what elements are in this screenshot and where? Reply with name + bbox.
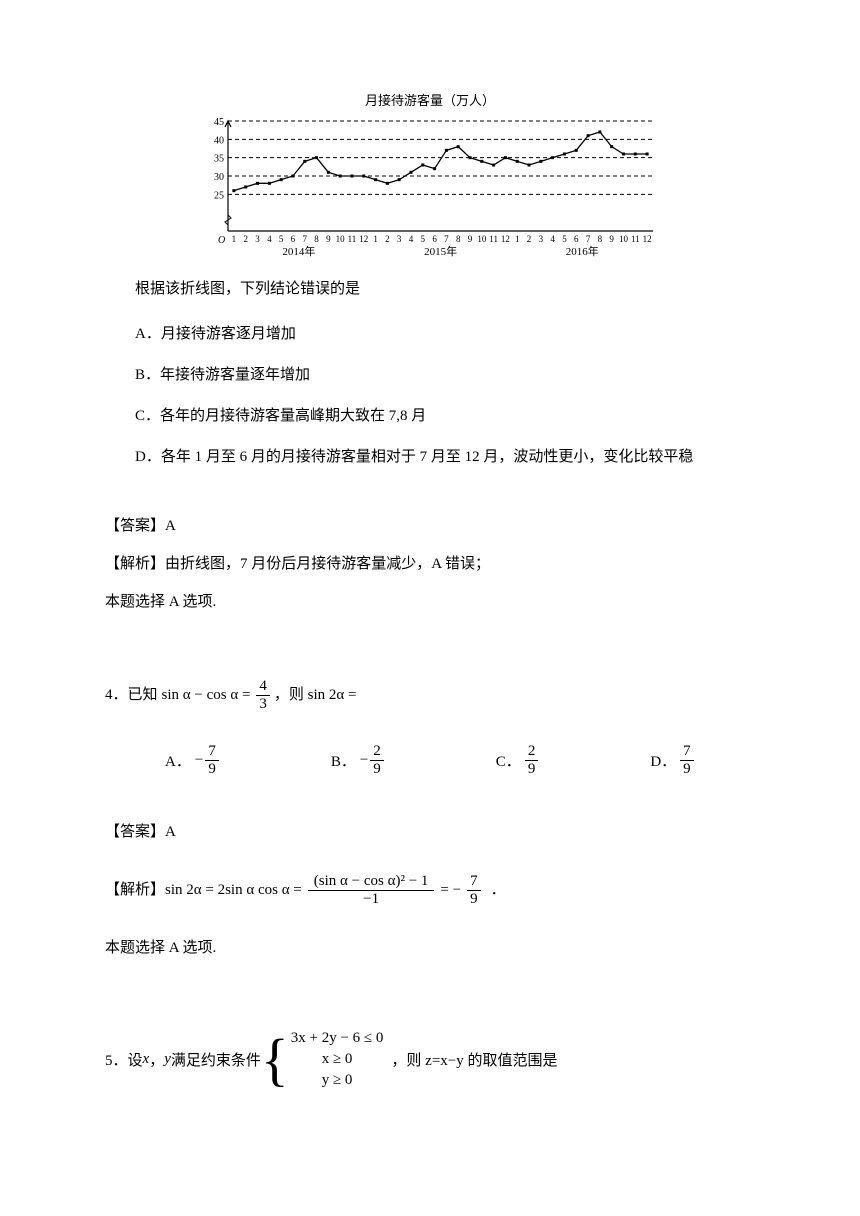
- svg-text:7: 7: [586, 234, 591, 244]
- q3-option-a: A．月接待游客逐月增加: [135, 321, 755, 348]
- svg-text:8: 8: [456, 234, 461, 244]
- svg-text:5: 5: [562, 234, 567, 244]
- svg-text:2016年: 2016年: [566, 244, 599, 258]
- chart-title: 月接待游客量（万人）: [195, 90, 665, 109]
- left-brace-icon: {: [261, 1031, 289, 1089]
- svg-text:6: 6: [291, 234, 296, 244]
- svg-text:10: 10: [477, 234, 487, 244]
- svg-text:7: 7: [302, 234, 307, 244]
- svg-text:2: 2: [385, 234, 390, 244]
- svg-text:8: 8: [314, 234, 319, 244]
- svg-text:11: 11: [489, 234, 498, 244]
- svg-text:4: 4: [550, 234, 555, 244]
- q4-block: 4． 已知 sin α − cos α = 4 3 ，则 sin 2α = A．…: [105, 677, 755, 963]
- q5-suffix: ，则 z=x−y 的取值范围是: [391, 1049, 557, 1070]
- svg-text:45: 45: [214, 117, 224, 128]
- q4-option-a: A． − 79: [165, 743, 221, 777]
- q4-answer-block: 【答案】A 【解析】 sin 2α = 2sin α cos α = (sin …: [105, 817, 755, 963]
- svg-text:2: 2: [527, 234, 532, 244]
- svg-text:12: 12: [643, 234, 652, 244]
- svg-text:2015年: 2015年: [424, 244, 457, 258]
- svg-text:35: 35: [214, 154, 224, 165]
- q4-option-d: D． 79: [650, 743, 695, 777]
- q3-option-d: D．各年 1 月至 6 月的月接待游客量相对于 7 月至 12 月，波动性更小，…: [135, 444, 755, 471]
- svg-text:3: 3: [255, 234, 260, 244]
- q4-eq-lhs: sin α − cos α =: [162, 677, 251, 713]
- q4-stem: 4． 已知 sin α − cos α = 4 3 ，则 sin 2α =: [105, 677, 357, 713]
- svg-text:40: 40: [214, 135, 224, 146]
- svg-text:12: 12: [501, 234, 510, 244]
- q4-suffix: ，则 sin 2α =: [274, 677, 357, 713]
- q3-prompt: 根据该折线图，下列结论错误的是: [135, 276, 755, 303]
- svg-text:2014年: 2014年: [282, 244, 315, 258]
- svg-text:11: 11: [348, 234, 357, 244]
- svg-text:1: 1: [515, 234, 520, 244]
- svg-text:6: 6: [432, 234, 437, 244]
- svg-text:3: 3: [397, 234, 402, 244]
- svg-text:25: 25: [214, 190, 224, 201]
- svg-text:5: 5: [421, 234, 426, 244]
- q4-answer: 【答案】A: [105, 817, 755, 847]
- svg-text:12: 12: [359, 234, 368, 244]
- svg-text:10: 10: [336, 234, 346, 244]
- svg-text:9: 9: [468, 234, 473, 244]
- svg-text:5: 5: [279, 234, 284, 244]
- q5-stem: 5． 设 x ， y 满足约束条件 { 3x + 2y − 6 ≤ 0 x ≥ …: [105, 1028, 557, 1091]
- q4-analysis: 【解析】 sin 2α = 2sin α cos α = (sin α − co…: [105, 873, 506, 907]
- svg-text:O: O: [218, 235, 225, 246]
- svg-text:4: 4: [267, 234, 272, 244]
- q4-eq-frac: 4 3: [256, 678, 270, 712]
- q3-option-b: B．年接待游客量逐年增加: [135, 362, 755, 389]
- q4-prefix: 已知: [128, 677, 158, 713]
- line-chart: 2530354045O12345678910111212345678910111…: [200, 113, 660, 258]
- svg-text:9: 9: [326, 234, 331, 244]
- q4-option-b: B． − 29: [331, 743, 386, 777]
- constraint-system: { 3x + 2y − 6 ≤ 0 x ≥ 0 y ≥ 0: [261, 1028, 384, 1091]
- svg-text:1: 1: [373, 234, 378, 244]
- svg-text:8: 8: [598, 234, 603, 244]
- q3-analysis: 【解析】由折线图，7 月份后月接待游客量减少，A 错误；: [105, 549, 755, 579]
- chart-container: 月接待游客量（万人） 2530354045O123456789101112123…: [195, 90, 665, 258]
- svg-text:9: 9: [609, 234, 614, 244]
- q4-conclusion: 本题选择 A 选项.: [105, 933, 755, 963]
- q3-answer: 【答案】A: [105, 511, 755, 541]
- svg-text:7: 7: [444, 234, 449, 244]
- svg-text:10: 10: [619, 234, 629, 244]
- q4-analysis-frac: (sin α − cos α)² − 1 −1: [308, 873, 435, 907]
- svg-text:30: 30: [214, 172, 224, 183]
- svg-text:2: 2: [243, 234, 248, 244]
- q3-answer-block: 【答案】A 【解析】由折线图，7 月份后月接待游客量减少，A 错误； 本题选择 …: [105, 511, 755, 617]
- svg-text:3: 3: [539, 234, 544, 244]
- q4-options: A． − 79 B． − 29 C． 29 D． 79: [165, 743, 755, 777]
- q4-option-c: C． 29: [496, 743, 541, 777]
- svg-text:11: 11: [631, 234, 640, 244]
- svg-text:1: 1: [232, 234, 237, 244]
- q4-number: 4．: [105, 677, 128, 713]
- q3-option-c: C．各年的月接待游客量高峰期大致在 7,8 月: [135, 403, 755, 430]
- svg-text:6: 6: [574, 234, 579, 244]
- svg-text:4: 4: [409, 234, 414, 244]
- q3-conclusion: 本题选择 A 选项.: [105, 587, 755, 617]
